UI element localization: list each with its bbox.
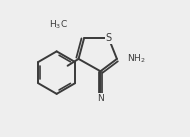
- Text: H$_3$C: H$_3$C: [49, 18, 68, 31]
- Text: S: S: [106, 33, 112, 43]
- Text: NH$_2$: NH$_2$: [127, 53, 145, 65]
- Text: N: N: [97, 94, 104, 103]
